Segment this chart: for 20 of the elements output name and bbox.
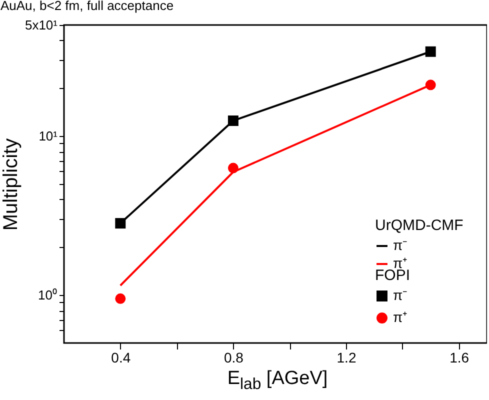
x-tick-label: 0.8 — [224, 350, 244, 366]
point — [425, 80, 436, 90]
y-axis-title: Multiplicity — [0, 138, 22, 231]
point — [425, 46, 436, 57]
point — [228, 115, 238, 126]
x-axis-title: E$_{lab}$ [AGeV] — [226, 368, 329, 393]
x-tick-label: 1.2 — [336, 350, 356, 366]
y-tick-label: 10⁰ — [38, 288, 58, 303]
x-tick-label: 1.6 — [450, 350, 470, 366]
y-tick-label: 10¹ — [38, 128, 58, 144]
text: UrQMD-CMF — [375, 217, 464, 234]
point — [228, 162, 238, 174]
y-tick-label: 5x10¹ — [24, 18, 58, 32]
point — [115, 293, 126, 304]
x-tick-label: 0.4 — [111, 350, 131, 366]
legend-label: π⁻ — [393, 287, 408, 303]
legend-label: π⁺ — [393, 309, 408, 325]
legend-label: π⁻ — [393, 237, 408, 253]
chart-title: AuAu, b<2 fm, full acceptance — [0, 0, 174, 13]
point — [115, 218, 126, 229]
